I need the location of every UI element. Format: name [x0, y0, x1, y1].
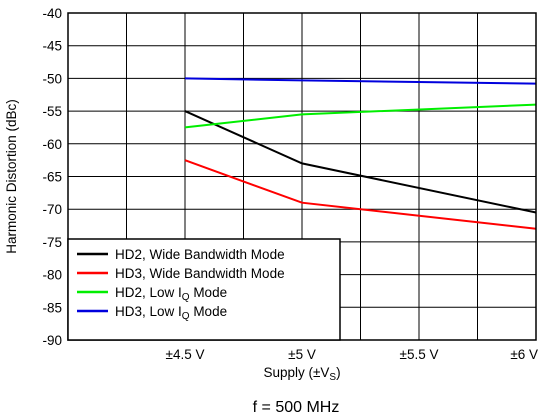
y-tick-label: -65	[42, 170, 62, 185]
series-line-4	[184, 77, 537, 85]
data-series	[184, 77, 537, 230]
y-tick-label: -45	[42, 39, 62, 54]
y-tick-label: -55	[42, 104, 62, 119]
legend-entry: HD2, Wide Bandwidth Mode	[115, 247, 285, 262]
x-tick-label: ±5.5 V	[400, 347, 439, 362]
y-tick-label: -90	[42, 333, 62, 348]
series-line-1	[184, 110, 537, 214]
x-tick-label: ±6 V	[510, 347, 538, 362]
x-axis-title: Supply (±VS)	[263, 365, 340, 383]
y-tick-label: -50	[42, 71, 62, 86]
legend: HD2, Wide Bandwidth Mode HD3, Wide Bandwi…	[67, 238, 341, 341]
y-tick-label: -40	[42, 6, 62, 21]
x-tick-label: ±5 V	[288, 347, 316, 362]
y-tick-label: -75	[42, 235, 62, 250]
x-axis-title-end: )	[336, 365, 341, 380]
y-tick-label: -60	[42, 137, 62, 152]
tick-labels: -40 -45 -50 -55 -60 -65 -70 -75 -80 -85 -90 ±4.5 V ±…	[42, 6, 538, 362]
y-tick-label: -80	[42, 268, 62, 283]
y-axis-title: Harmonic Distortion (dBc)	[4, 99, 19, 254]
series-line-3	[184, 103, 537, 129]
series-line-2	[184, 159, 537, 230]
legend-box	[67, 238, 341, 341]
y-tick-label: -85	[42, 300, 62, 315]
x-tick-label: ±4.5 V	[166, 347, 205, 362]
chart-caption: f = 500 MHz	[253, 399, 340, 416]
x-axis-title-subscript: S	[329, 372, 336, 383]
y-tick-label: -70	[42, 202, 62, 217]
legend-entry: HD2, Low IQ Mode	[115, 285, 227, 303]
x-axis-title-main: Supply (±V	[263, 365, 329, 380]
legend-entry: HD3, Wide Bandwidth Mode	[115, 266, 285, 281]
legend-entry: HD3, Low IQ Mode	[115, 304, 227, 322]
